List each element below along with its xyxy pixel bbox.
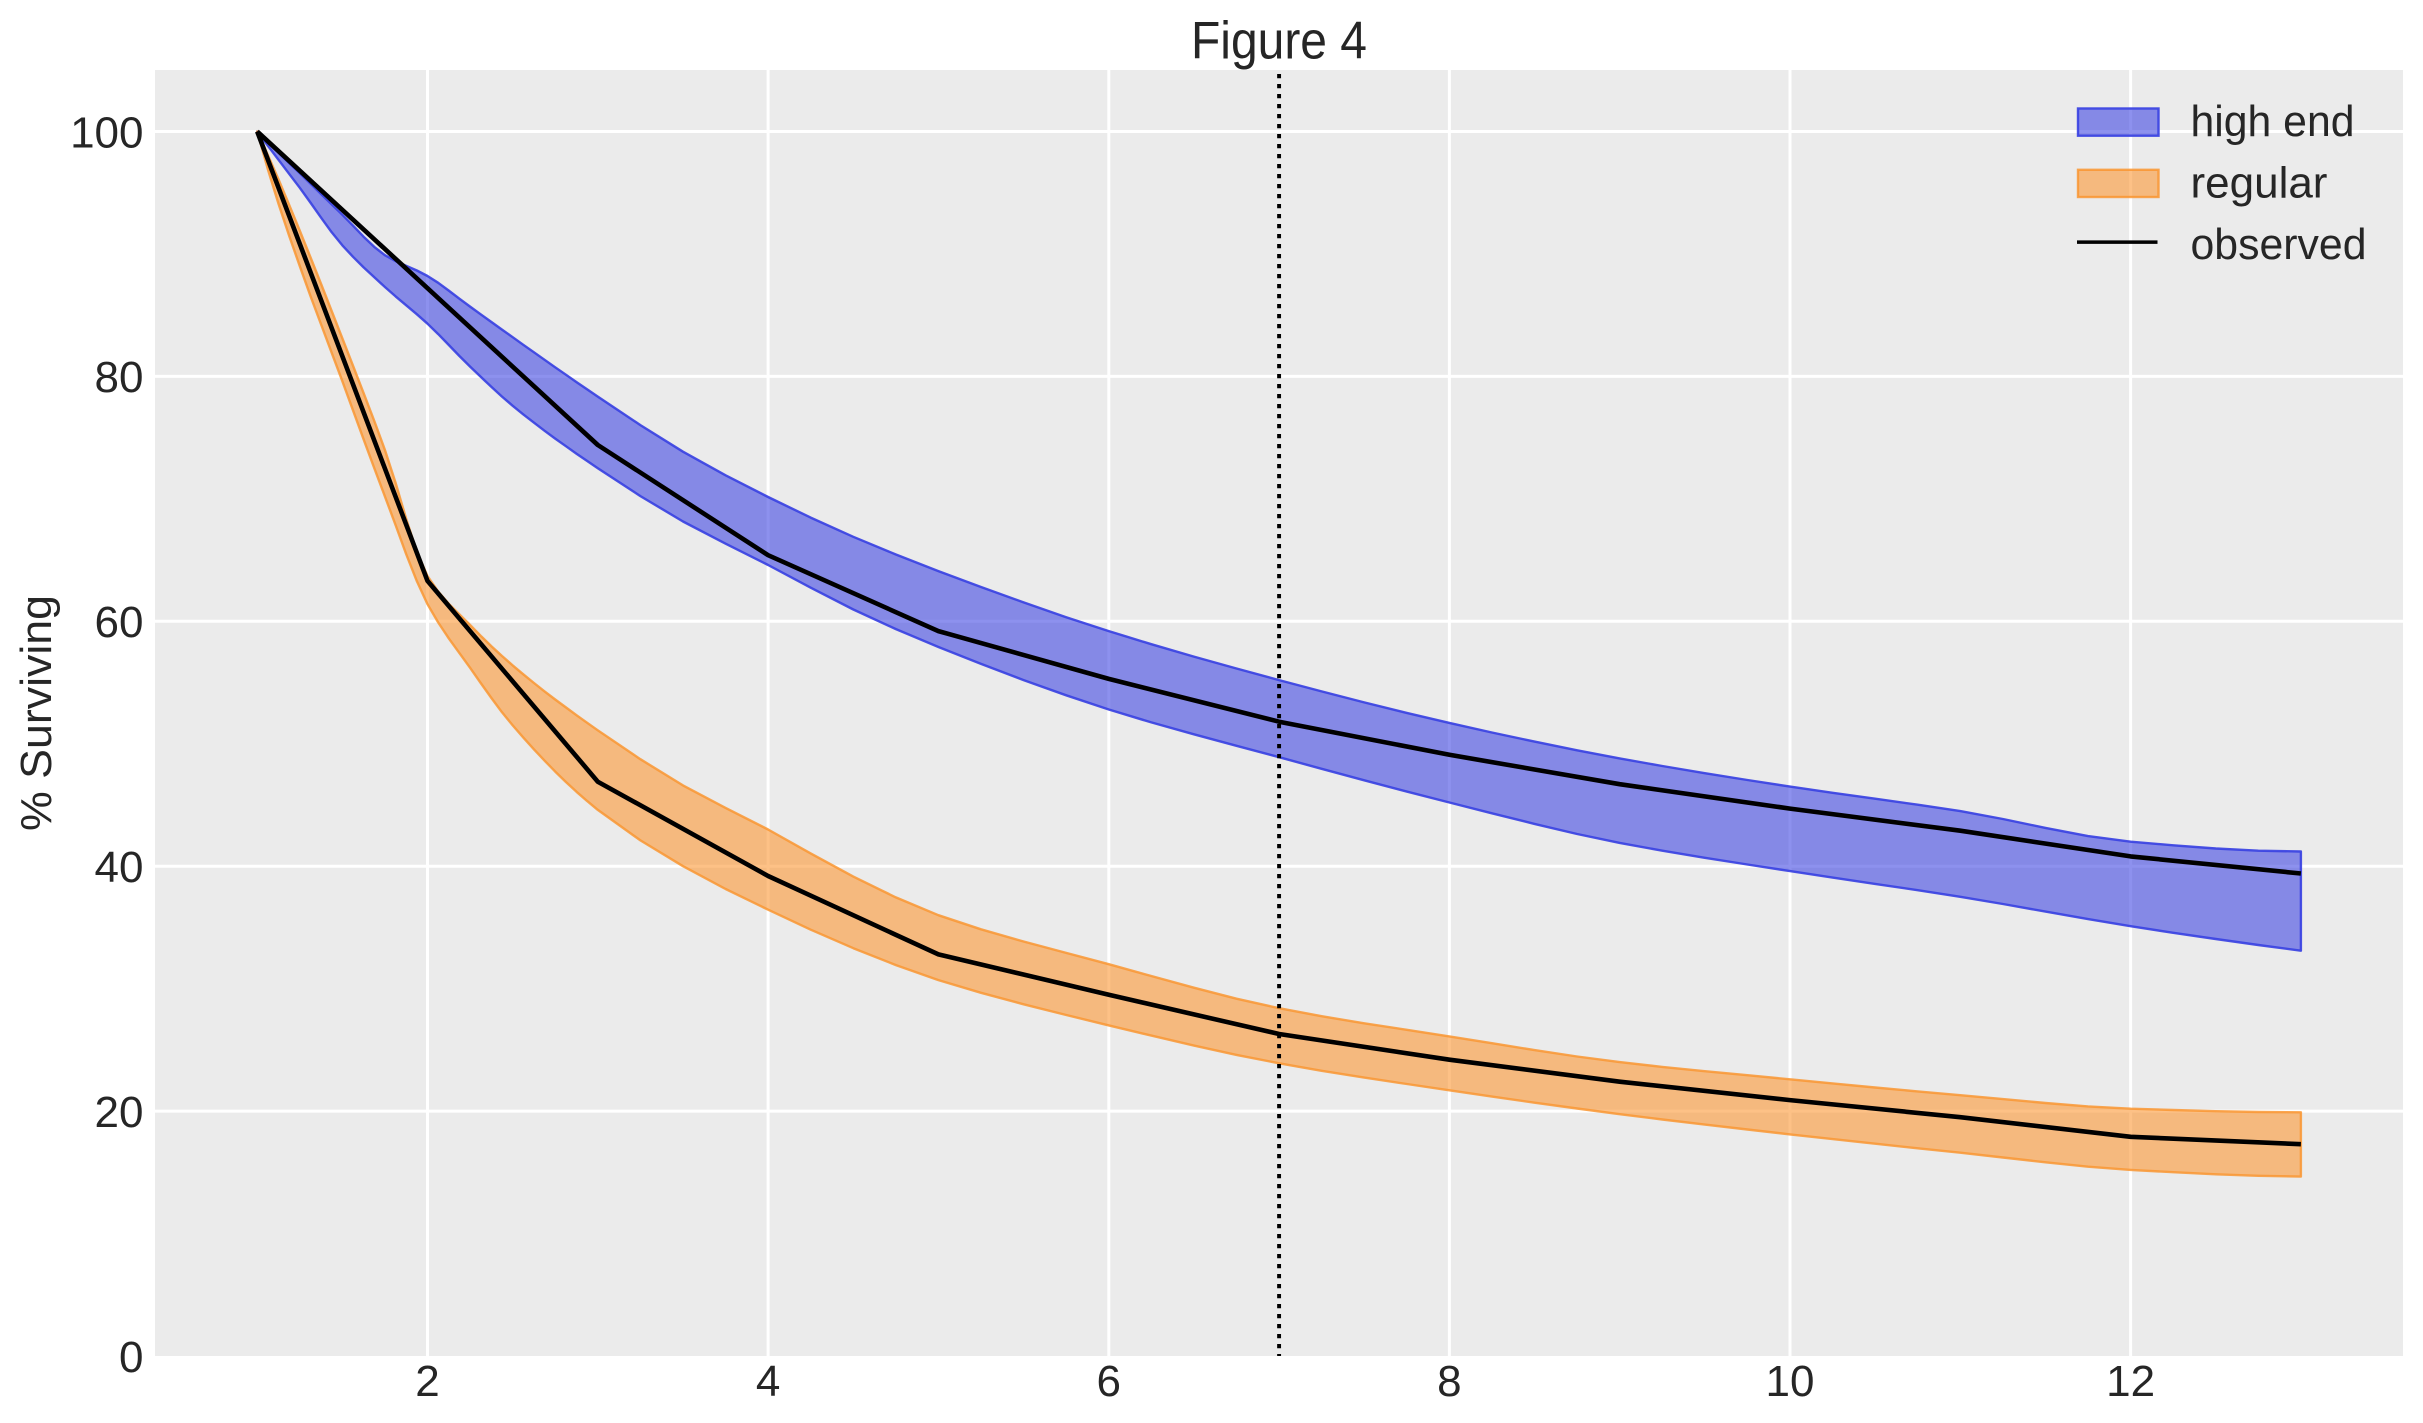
svg-text:observed: observed	[2191, 220, 2367, 269]
svg-text:regular: regular	[2191, 158, 2328, 207]
svg-text:6: 6	[1097, 1357, 1121, 1406]
svg-text:high end: high end	[2191, 97, 2355, 146]
svg-text:2: 2	[415, 1357, 439, 1406]
svg-text:80: 80	[95, 353, 144, 402]
svg-text:% Surviving: % Surviving	[12, 595, 61, 831]
svg-text:40: 40	[95, 843, 144, 892]
svg-text:Figure 4: Figure 4	[1191, 12, 1367, 71]
svg-text:100: 100	[70, 108, 143, 157]
svg-text:12: 12	[2106, 1357, 2155, 1406]
svg-text:20: 20	[95, 1088, 144, 1137]
svg-text:60: 60	[95, 598, 144, 647]
svg-text:0: 0	[119, 1333, 143, 1382]
svg-text:4: 4	[756, 1357, 780, 1406]
svg-text:10: 10	[1766, 1357, 1815, 1406]
svg-text:8: 8	[1437, 1357, 1461, 1406]
